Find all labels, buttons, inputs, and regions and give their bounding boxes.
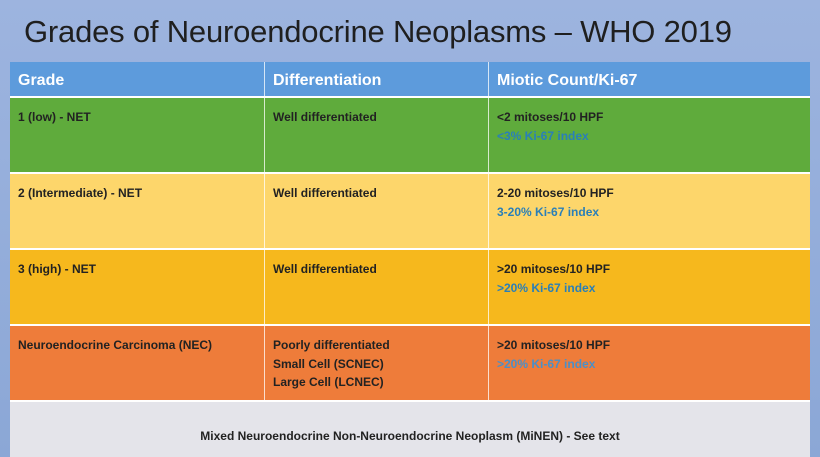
ki67-index: >20% Ki-67 index (497, 356, 596, 371)
table-header-row: Grade Differentiation Miotic Count/Ki-67 (10, 62, 810, 98)
mitotic-count: >20 mitoses/10 HPF (497, 262, 611, 276)
differentiation-cell: Poorly differentiated Small Cell (SCNEC)… (265, 326, 489, 400)
table-row-grade-1: 1 (low) - NET Well differentiated <2 mit… (10, 98, 810, 174)
mitotic-cell: >20 mitoses/10 HPF >20% Ki-67 index (489, 250, 810, 324)
differentiation-line: Poorly differentiated (273, 338, 390, 352)
differentiation-line: Well differentiated (273, 186, 377, 200)
header-mitotic-count: Miotic Count/Ki-67 (497, 72, 638, 89)
grade-cell: 1 (low) - NET (10, 98, 265, 172)
header-grade: Grade (10, 62, 265, 96)
header-differentiation: Differentiation (265, 62, 489, 96)
ki67-index: 3-20% Ki-67 index (497, 204, 600, 219)
mitotic-count: >20 mitoses/10 HPF (497, 338, 611, 352)
grade-cell: 2 (Intermediate) - NET (10, 174, 265, 248)
grades-table: Grade Differentiation Miotic Count/Ki-67… (10, 62, 810, 457)
table-row-grade-3: 3 (high) - NET Well differentiated >20 m… (10, 250, 810, 326)
ki67-index: <3% Ki-67 index (497, 128, 589, 143)
grade-cell: 3 (high) - NET (10, 250, 265, 324)
differentiation-line: Well differentiated (273, 262, 377, 276)
differentiation-cell: Well differentiated (265, 174, 489, 248)
table-row-grade-2: 2 (Intermediate) - NET Well differentiat… (10, 174, 810, 250)
footer-note: Mixed Neuroendocrine Non-Neuroendocrine … (200, 428, 620, 443)
mitotic-cell: <2 mitoses/10 HPF <3% Ki-67 index (489, 98, 810, 172)
table-footer-row: Mixed Neuroendocrine Non-Neuroendocrine … (10, 402, 810, 457)
mitotic-cell: >20 mitoses/10 HPF >20% Ki-67 index (489, 326, 810, 400)
ki67-index: >20% Ki-67 index (497, 280, 596, 295)
differentiation-cell: Well differentiated (265, 98, 489, 172)
mitotic-cell: 2-20 mitoses/10 HPF 3-20% Ki-67 index (489, 174, 810, 248)
table-row-nec: Neuroendocrine Carcinoma (NEC) Poorly di… (10, 326, 810, 402)
differentiation-cell: Well differentiated (265, 250, 489, 324)
mitotic-count: 2-20 mitoses/10 HPF (497, 186, 614, 200)
differentiation-line: Small Cell (SCNEC) (273, 356, 384, 371)
differentiation-line: Large Cell (LCNEC) (273, 375, 384, 390)
slide-title: Grades of Neuroendocrine Neoplasms – WHO… (24, 14, 732, 49)
differentiation-line: Well differentiated (273, 110, 377, 124)
mitotic-count: <2 mitoses/10 HPF (497, 110, 604, 124)
grade-cell: Neuroendocrine Carcinoma (NEC) (10, 326, 265, 400)
